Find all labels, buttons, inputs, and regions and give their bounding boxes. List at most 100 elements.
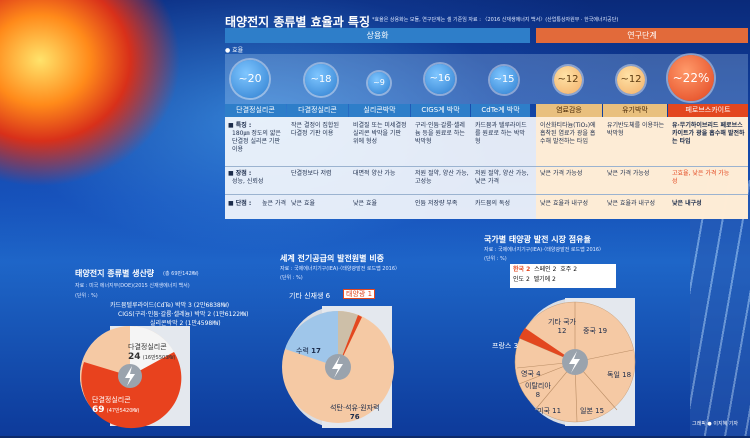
country-slice-label: 이탈리아 8 bbox=[525, 382, 551, 399]
supply-label-other: 기타 신재생 6 bbox=[289, 292, 331, 300]
supply-title: 세계 전기공급의 발전원별 비중 bbox=[280, 254, 385, 263]
solar-panel-image bbox=[690, 180, 750, 436]
type-header: 페로브스카이트 bbox=[668, 104, 748, 117]
group-research: 연구단계 bbox=[536, 28, 748, 43]
feature-cell: 카드뮴과 텔루라이드를 원료로 하는 박막형 bbox=[475, 122, 527, 145]
country-slice-label: 중국 19 bbox=[583, 327, 608, 335]
efficiency-value: ~22% bbox=[672, 71, 710, 85]
merit-cell: 고효율, 낮은 가격 가능성 bbox=[672, 170, 730, 185]
demerit-cell: 낮은 효율과 내구성 bbox=[607, 200, 655, 207]
country-slice-label: 프랑스 3 bbox=[492, 342, 519, 350]
production-slice-monocrystalline bbox=[81, 352, 182, 429]
merit-cell: 낮은 가격 가능성 bbox=[607, 170, 650, 177]
type-header: CdTe계 박막 bbox=[471, 104, 530, 117]
country-slice-label: 기타 국가 12 bbox=[548, 318, 576, 335]
feature-cell: 작은 결정이 집합된 다결정 기판 이용 bbox=[291, 122, 339, 137]
demerit-cell: 카드뮴의 독성 bbox=[475, 200, 511, 207]
demerit-cell: 낮은 효율과 내구성 bbox=[540, 200, 588, 207]
efficiency-value: ~18 bbox=[310, 74, 332, 85]
feature-cell: 이산화티타늄(TiO₂)에 흡착된 염료가 광을 흡수해 발전하는 타입 bbox=[540, 122, 596, 145]
type-header: 다결정실리콘 bbox=[287, 104, 348, 117]
row-label-demerit: ■ 단점 : bbox=[228, 200, 252, 207]
feature-cell: 180㎛ 정도의 얇은 단결정 실리콘 기판 이용 bbox=[232, 130, 281, 153]
efficiency-bubble: ~20 bbox=[231, 60, 269, 98]
feature-cell: 비결질 또는 미세결정 실리콘 박막을 기판 위에 형성 bbox=[353, 122, 407, 145]
legend-item: 벨기에 2 bbox=[533, 276, 556, 283]
merit-cell: 대면적 양산 가능 bbox=[353, 170, 396, 177]
merit-cell: 저원 절약, 양산 가능, 고성능 bbox=[415, 170, 469, 185]
country-slice-label: 영국 4 bbox=[521, 370, 541, 378]
type-header: 실리콘박막 bbox=[349, 104, 410, 117]
demerit-cell: 낮은 내구성 bbox=[672, 200, 702, 207]
country-slice-label: 미국 11 bbox=[537, 407, 562, 415]
legend-item: 인도 2 bbox=[513, 276, 530, 283]
supply-cylinder bbox=[282, 306, 394, 428]
row-divider bbox=[225, 166, 748, 167]
row-label-merit: ■ 장점 : bbox=[228, 170, 252, 177]
feature-cell: 구리·인듐·갈륨·셀레늄 등을 원료로 하는 박막형 bbox=[415, 122, 465, 145]
type-header: 유기박막 bbox=[603, 104, 667, 117]
efficiency-bubble: ~22% bbox=[668, 55, 714, 101]
supply-label-fossil: 석탄·석유·원자력 76 bbox=[330, 404, 380, 421]
type-header: CIGS계 박막 bbox=[411, 104, 470, 117]
country-title: 국가별 태양광 발전 시장 점유율 bbox=[484, 235, 591, 244]
legend-item: 호주 2 bbox=[560, 266, 578, 273]
efficiency-bubble: ~12 bbox=[617, 66, 645, 94]
row-label-feature: ■ 특징 : bbox=[228, 122, 252, 129]
demerit-cell: 낮은 효율 bbox=[353, 200, 377, 207]
supply-slice-solar bbox=[338, 315, 362, 367]
production-label-poly: 다결정실리콘 24 (16만5503㎿) bbox=[128, 343, 176, 362]
efficiency-bubble: ~9 bbox=[368, 72, 390, 94]
efficiency-value: ~12 bbox=[620, 74, 642, 85]
row-divider bbox=[225, 194, 748, 195]
supply-source: 자료 : 국제에너지기구(IEA)·〈태양광발전 로드맵 2016〉 bbox=[280, 266, 401, 272]
efficiency-label: ● 효율 bbox=[225, 47, 244, 54]
group-commercial: 상용화 bbox=[225, 28, 530, 43]
efficiency-value: ~16 bbox=[429, 73, 451, 84]
supply-unit: (단위 : %) bbox=[280, 275, 303, 281]
supply-slice-hydro bbox=[285, 311, 338, 367]
efficiency-bubble: ~12 bbox=[554, 66, 582, 94]
production-label-mono: 단결정실리콘 69 (47만5420㎿) bbox=[92, 396, 140, 415]
efficiency-value: ~12 bbox=[557, 74, 579, 85]
country-slice-label: 독일 18 bbox=[607, 371, 632, 379]
country-slice-label: 일본 15 bbox=[580, 407, 605, 415]
production-label: CIGS(구리·인듐·갈륨·셀레늄) 박막 2 (1만6122㎿) bbox=[118, 311, 249, 318]
demerit-cell: 인듐 저장량 부족 bbox=[415, 200, 458, 207]
supply-slice-other bbox=[338, 311, 358, 367]
demerit-cell: 낮은 효율 bbox=[291, 200, 315, 207]
production-title: 태양전지 종류별 생산량 bbox=[75, 269, 155, 278]
demerit-cell: 높은 가격 bbox=[262, 200, 286, 207]
efficiency-bubble: ~18 bbox=[305, 64, 337, 96]
research-table bbox=[536, 117, 748, 219]
merit-cell: 단결정보다 저렴 bbox=[291, 170, 332, 177]
production-label: 카드뮴텔루라이드(CdTe) 박막 3 (2만6838㎿) bbox=[110, 302, 230, 309]
production-source: 자료 : 미국 에너지부(DOE)(2015 신재생에너지 백서) bbox=[75, 283, 190, 289]
efficiency-value: ~15 bbox=[493, 74, 515, 85]
graphic-credit: 그래픽 ● 이지혜 기자 bbox=[692, 421, 738, 427]
country-unit: (단위 : %) bbox=[484, 256, 507, 262]
efficiency-bubble: ~16 bbox=[425, 64, 455, 94]
efficiency-value: ~20 bbox=[238, 72, 262, 85]
type-header: 염료감응 bbox=[536, 104, 602, 117]
country-source: 자료 : 국제에너지기구(IEA)·〈태양광발전 로드맵 2016〉 bbox=[484, 247, 605, 253]
infographic-title: 태양전지 종류별 효율과 특징 bbox=[225, 15, 371, 29]
country-cylinder bbox=[514, 298, 636, 426]
infographic-note: *효율은 상용화는 모듈, 연구단계는 셀 기준임 자료 : 〈2016 신재생… bbox=[372, 17, 619, 23]
supply-label-hydro: 수력 17 bbox=[296, 347, 321, 355]
feature-cell: 유·무기하이브리드 페로브스카이트가 광을 흡수해 발전하는 타입 bbox=[672, 122, 745, 145]
country-legend: 한국 2 스페인 2 호주 2 인도 2 벨기에 2 bbox=[510, 264, 616, 288]
efficiency-value: ~9 bbox=[373, 78, 385, 87]
feature-cell: 유기반도체를 이용하는 박막형 bbox=[607, 122, 665, 137]
merit-cell: 낮은 가격 가능성 bbox=[540, 170, 583, 177]
efficiency-bubble: ~15 bbox=[490, 66, 518, 94]
production-label: 실리콘박막 2 (1만4598㎿) bbox=[150, 320, 221, 327]
type-header: 단결정실리콘 bbox=[225, 104, 286, 117]
legend-item: 한국 2 bbox=[513, 266, 531, 273]
merit-cell: 저원 절약, 양산 가능, 낮은 가격 bbox=[475, 170, 529, 185]
supply-label-solar: 태양광 1 bbox=[343, 289, 376, 299]
production-unit: (단위 : %) bbox=[75, 293, 98, 299]
legend-item: 스페인 2 bbox=[534, 266, 557, 273]
merit-cell: 성능, 신뢰성 bbox=[232, 178, 264, 185]
production-total: (총 69만142㎿) bbox=[163, 271, 199, 277]
